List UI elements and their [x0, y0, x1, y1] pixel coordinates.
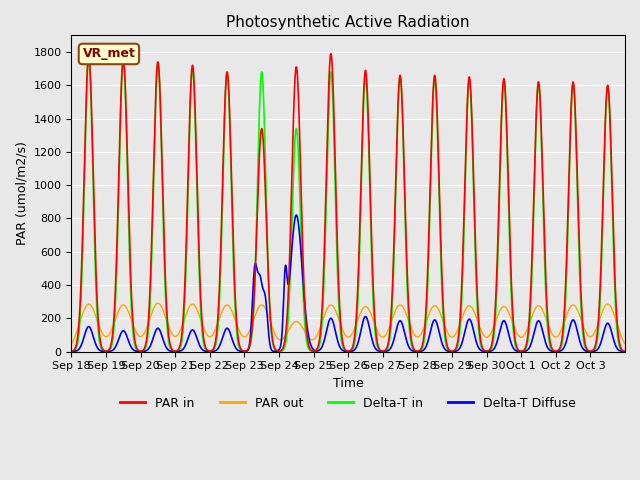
- Title: Photosynthetic Active Radiation: Photosynthetic Active Radiation: [227, 15, 470, 30]
- X-axis label: Time: Time: [333, 377, 364, 390]
- Legend: PAR in, PAR out, Delta-T in, Delta-T Diffuse: PAR in, PAR out, Delta-T in, Delta-T Dif…: [115, 392, 581, 415]
- Text: VR_met: VR_met: [83, 48, 135, 60]
- Y-axis label: PAR (umol/m2/s): PAR (umol/m2/s): [15, 142, 28, 245]
